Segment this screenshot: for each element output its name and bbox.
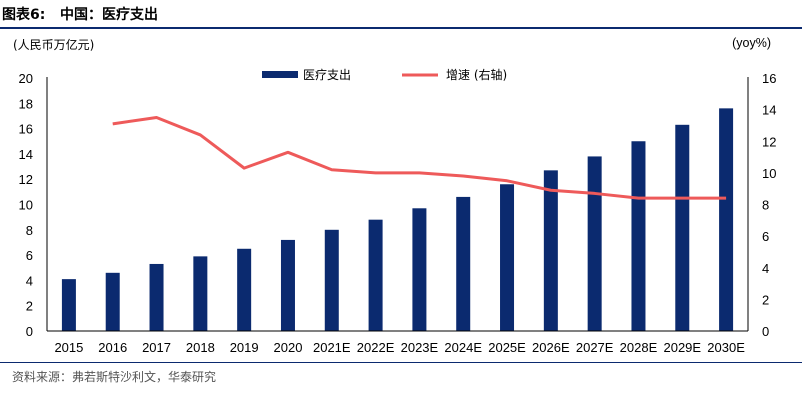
left-axis-unit: (人民币万亿元) <box>13 38 95 52</box>
bar-2019 <box>237 248 252 331</box>
x-tick-2018: 2018 <box>186 340 215 355</box>
x-tick-2020: 2020 <box>274 340 303 355</box>
y-left-tick-16: 16 <box>19 122 33 137</box>
x-tick-labels: 2015 2016 2017 2018 2019 2020 2021E 2022E 2023E 2… <box>54 340 745 355</box>
chart-title: 中国：医疗支出 <box>59 7 158 23</box>
source-note: 资料来源：弗若斯特沙利文，华泰研究 <box>12 370 217 384</box>
y-right-tick-6: 6 <box>762 229 769 244</box>
y-left-tick-2: 2 <box>26 299 33 314</box>
y-right-tick-16: 16 <box>762 71 776 86</box>
source-rule <box>0 362 802 363</box>
figure-number: 图表6: <box>2 7 46 23</box>
y-right-tick-0: 0 <box>762 324 769 339</box>
bar-2021E <box>324 229 339 331</box>
y-right-tick-4: 4 <box>762 261 769 276</box>
x-tick-2016: 2016 <box>98 340 127 355</box>
y-left-tick-10: 10 <box>19 198 33 213</box>
y-right-tick-14: 14 <box>762 103 776 118</box>
y-right-tick-10: 10 <box>762 166 776 181</box>
y-left-tick-20: 20 <box>19 71 33 86</box>
bar-2026E <box>543 170 558 331</box>
bar-2022E <box>368 219 383 331</box>
bar-2018 <box>193 256 208 331</box>
y-left-tick-12: 12 <box>19 172 33 187</box>
x-tick-2015: 2015 <box>54 340 83 355</box>
x-tick-2027E: 2027E <box>576 340 614 355</box>
bar-2030E <box>719 108 734 331</box>
y-left-tick-8: 8 <box>26 223 33 238</box>
y-left-tick-18: 18 <box>19 96 33 111</box>
y-right-tick-2: 2 <box>762 292 769 307</box>
bar-2024E <box>456 196 471 331</box>
x-tick-2021E: 2021E <box>313 340 351 355</box>
title-rule <box>0 27 802 29</box>
y-left-tick-0: 0 <box>26 324 33 339</box>
x-tick-2028E: 2028E <box>620 340 658 355</box>
axes <box>46 77 749 332</box>
bar-2029E <box>675 124 690 332</box>
x-tick-2017: 2017 <box>142 340 171 355</box>
bar-2025E <box>500 184 515 331</box>
figure-title: 图表6: 中国：医疗支出 <box>2 4 158 24</box>
x-tick-2023E: 2023E <box>401 340 439 355</box>
y-right-tick-12: 12 <box>762 134 776 149</box>
x-tick-2029E: 2029E <box>663 340 701 355</box>
bar-2017 <box>149 263 164 331</box>
right-axis-unit: (yoy%) <box>732 36 771 50</box>
bar-2023E <box>412 208 427 331</box>
legend-bar-label: 医疗支出 <box>303 68 351 82</box>
x-tick-2026E: 2026E <box>532 340 570 355</box>
bar-2027E <box>587 156 602 331</box>
x-tick-2030E: 2030E <box>707 340 745 355</box>
y-left-tick-4: 4 <box>26 273 33 288</box>
bar-2015 <box>61 279 76 331</box>
bar-2016 <box>105 272 120 331</box>
y-left-tick-14: 14 <box>19 147 33 162</box>
y-left-tick-6: 6 <box>26 248 33 263</box>
bar-series <box>61 108 734 332</box>
bar-2020 <box>280 239 295 331</box>
legend: 医疗支出 增速 (右轴) <box>262 67 507 82</box>
y-right-tick-8: 8 <box>762 198 769 213</box>
y-left-tick-labels: 0 2 4 6 8 10 12 14 16 18 20 <box>19 71 33 339</box>
x-tick-2022E: 2022E <box>357 340 395 355</box>
bar-2028E <box>631 141 646 331</box>
x-tick-2025E: 2025E <box>488 340 526 355</box>
y-right-tick-labels: 0 2 4 6 8 10 12 14 16 <box>762 71 776 339</box>
x-tick-2024E: 2024E <box>444 340 482 355</box>
x-tick-2019: 2019 <box>230 340 259 355</box>
legend-bar-swatch <box>262 71 298 78</box>
line-series <box>112 116 727 200</box>
legend-line-label: 增速 (右轴) <box>446 67 507 82</box>
